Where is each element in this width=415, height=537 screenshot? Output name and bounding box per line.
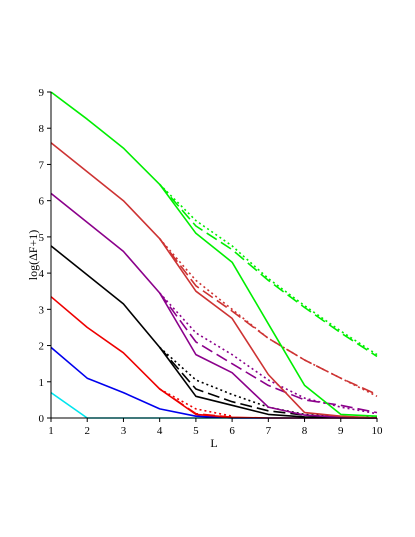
x-tick-label: 6 <box>229 425 235 437</box>
y-tick-label: 2 <box>39 341 45 353</box>
series-line-10 <box>159 292 378 415</box>
x-tick-label: 8 <box>302 425 308 437</box>
series-line-9 <box>159 292 378 414</box>
series-line-14 <box>50 91 378 417</box>
y-tick-label: 0 <box>39 413 45 425</box>
x-tick-label: 3 <box>121 425 127 437</box>
y-tick-label: 1 <box>39 377 45 389</box>
series-line-6 <box>159 346 378 419</box>
axes <box>50 92 377 419</box>
y-axis-title: log(ΔF+1) <box>26 230 40 280</box>
x-tick-label: 4 <box>157 425 163 437</box>
x-tick-label: 10 <box>372 425 384 437</box>
series-line-11 <box>50 142 378 419</box>
y-tick-label: 6 <box>39 196 45 208</box>
y-tick-label: 9 <box>39 87 45 99</box>
series-line-3 <box>159 388 233 419</box>
series-line-8 <box>50 192 378 419</box>
series-line-16 <box>159 183 378 356</box>
y-tick-label: 3 <box>39 304 45 316</box>
y-tick-label: 4 <box>39 268 45 280</box>
series-line-2 <box>50 296 377 419</box>
series-layer <box>50 91 378 419</box>
x-tick-label: 5 <box>193 425 199 437</box>
x-axis-title: L <box>210 436 217 450</box>
y-tick-label: 8 <box>39 123 45 135</box>
series-line-12 <box>159 238 378 396</box>
series-line-1 <box>50 346 377 419</box>
series-line-4 <box>159 388 233 417</box>
series-line-15 <box>159 183 378 358</box>
x-tick-label: 7 <box>266 425 272 437</box>
x-tick-label: 1 <box>48 425 54 437</box>
y-tick-label: 7 <box>39 159 45 171</box>
x-tick-label: 2 <box>84 425 90 437</box>
y-tick-label: 5 <box>39 232 45 244</box>
x-tick-label: 9 <box>338 425 344 437</box>
series-line-5 <box>50 245 378 419</box>
series-line-13 <box>159 238 378 398</box>
